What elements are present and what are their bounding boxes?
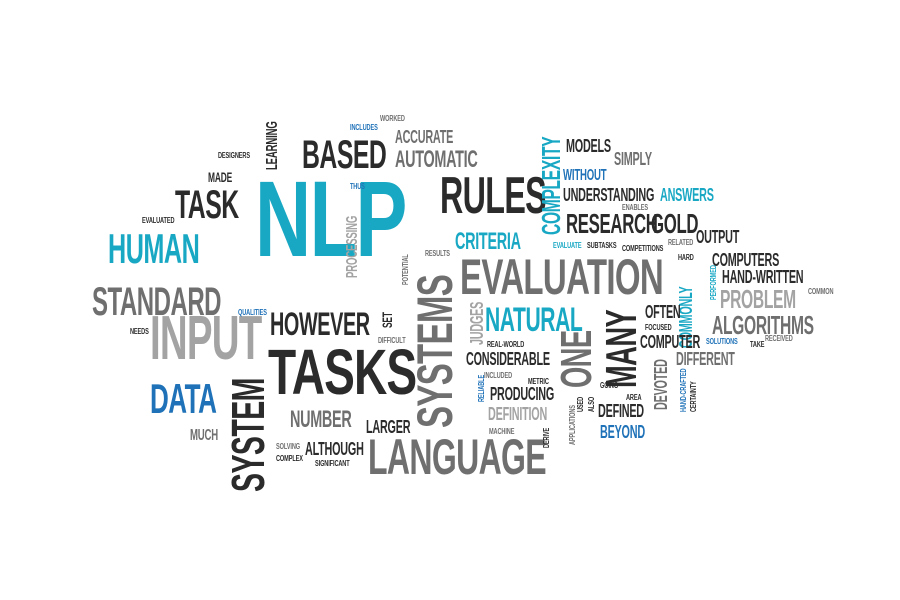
word-reliable: RELIABLE xyxy=(477,374,486,402)
word-based: BASED xyxy=(302,133,387,177)
word-gold: GOLD xyxy=(651,208,699,239)
word-subtasks: SUBTASKS xyxy=(587,241,617,250)
word-accurate: ACCURATE xyxy=(395,127,454,147)
word-includes: INCLUDES xyxy=(350,123,378,132)
word-related: RELATED xyxy=(668,238,694,247)
word-beyond: BEYOND xyxy=(600,422,645,442)
word-algorithms: ALGORITHMS xyxy=(712,310,814,340)
word-evaluate: EVALUATE xyxy=(553,241,582,250)
word-definition: DEFINITION xyxy=(488,404,548,424)
word-considerable: CONSIDERABLE xyxy=(466,349,550,369)
word-computer: COMPUTER xyxy=(640,332,701,352)
word-many: MANY xyxy=(597,309,646,388)
word-hard: HARD xyxy=(678,253,694,262)
word-complexity: COMPLEXITY xyxy=(536,136,566,235)
word-derive: DERIVE xyxy=(542,427,551,448)
word-input: INPUT xyxy=(150,304,262,373)
word-larger: LARGER xyxy=(366,417,411,437)
word-answers: ANSWERS xyxy=(660,185,714,205)
word-language: LANGUAGE xyxy=(368,429,547,485)
word-made: MADE xyxy=(208,169,233,185)
word-worked: WORKED xyxy=(380,114,405,123)
word-potential: POTENTIAL xyxy=(401,254,410,285)
word-used: USED xyxy=(576,396,585,412)
word-often: OFTEN xyxy=(645,302,681,322)
word-enables: ENABLES xyxy=(622,203,648,212)
word-data: DATA xyxy=(150,375,217,422)
word-competitions: COMPETITIONS xyxy=(622,244,664,253)
word-systems: SYSTEMS xyxy=(407,274,463,428)
word-processing: PROCESSING xyxy=(344,215,361,278)
word-natural: NATURAL xyxy=(485,301,583,339)
word-problem: PROBLEM xyxy=(720,284,796,314)
word-computers: COMPUTERS xyxy=(712,250,780,270)
word-devoted: DEVOTED xyxy=(651,359,671,410)
word-metric: METRIC xyxy=(528,377,549,386)
word-one: ONE xyxy=(552,330,601,388)
word-applications: APPLICATIONS xyxy=(568,405,577,445)
word-qualities: QUALITIES xyxy=(238,308,267,317)
word-however: HOWEVER xyxy=(270,306,370,342)
word-research: RESEARCH xyxy=(566,208,658,239)
word-system: SYSTEM xyxy=(222,378,274,492)
word-set: SET xyxy=(379,312,395,328)
word-evaluation: EVALUATION xyxy=(460,249,664,305)
word-nlp: NLP xyxy=(255,158,407,279)
word-human: HUMAN xyxy=(108,225,200,272)
word-solutions: SOLUTIONS xyxy=(706,337,738,346)
word-understanding: UNDERSTANDING xyxy=(563,185,655,205)
word-difficult: DIFFICULT xyxy=(378,336,406,345)
word-number: NUMBER xyxy=(290,406,352,433)
word-needs: NEEDS xyxy=(130,327,149,336)
word-criteria: CRITERIA xyxy=(455,228,521,255)
word-defined: DEFINED xyxy=(598,401,644,421)
word-area: AREA xyxy=(626,393,642,402)
word-significant: SIGNIFICANT xyxy=(315,459,350,468)
word-take: TAKE xyxy=(750,340,765,349)
word-tasks: TASKS xyxy=(268,336,417,408)
word-models: MODELS xyxy=(566,136,611,156)
word-results: RESULTS xyxy=(425,249,450,258)
word-common: COMMON xyxy=(808,287,834,296)
word-much: MUCH xyxy=(190,427,219,444)
word-hand-written: HAND-WRITTEN xyxy=(722,267,804,287)
word-automatic: AUTOMATIC xyxy=(395,146,478,173)
word-included: INCLUDED xyxy=(484,371,513,380)
word-different: DIFFERENT xyxy=(676,349,735,369)
word-evaluated: EVALUATED xyxy=(142,216,175,225)
word-also: ALSO xyxy=(587,396,596,412)
word-simply: SIMPLY xyxy=(614,149,652,169)
word-performed: PERFORMED xyxy=(709,265,718,300)
word-solving: SOLVING xyxy=(276,442,301,451)
word-rules: RULES xyxy=(440,167,547,225)
word-certainty: CERTAINTY xyxy=(689,381,698,412)
word-standard: STANDARD xyxy=(92,280,222,324)
word-producing: PRODUCING xyxy=(490,384,555,404)
word-machine: MACHINE xyxy=(489,427,515,436)
word-received: RECEIVED xyxy=(765,334,793,343)
word-complex: COMPLEX xyxy=(276,454,303,463)
word-thus: THUS xyxy=(350,182,365,191)
word-going: GOING xyxy=(600,381,619,390)
word-output: OUTPUT xyxy=(696,227,740,247)
word-designers: DESIGNERS xyxy=(218,151,250,160)
word-task: TASK xyxy=(175,183,239,227)
word-without: WITHOUT xyxy=(563,167,607,184)
word-learning: LEARNING xyxy=(264,121,281,170)
word-although: ALTHOUGH xyxy=(305,439,364,459)
word-focused: FOCUSED xyxy=(645,323,672,332)
word-hand-crafted: HAND-CRAFTED xyxy=(679,368,688,412)
word-real-world: REAL-WORLD xyxy=(487,340,525,349)
word-judges: JUDGES xyxy=(467,301,487,345)
